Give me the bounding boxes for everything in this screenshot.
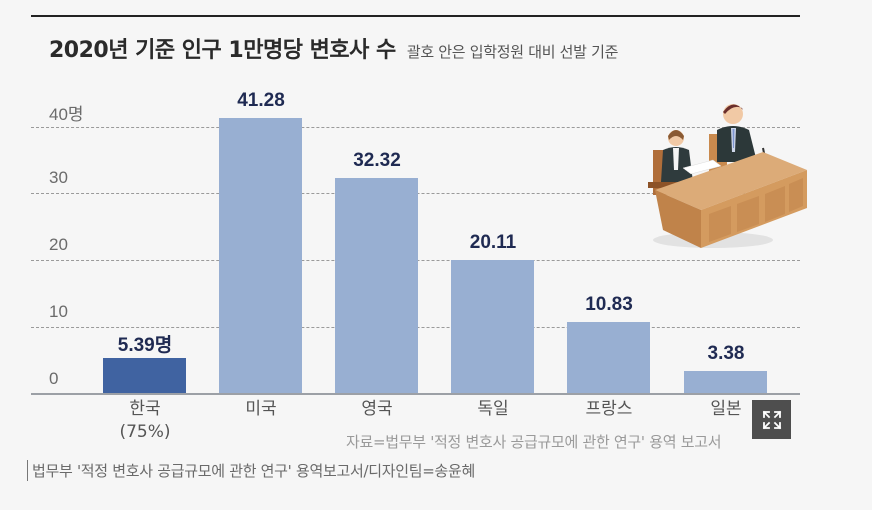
bar-value-label: 20.11	[469, 231, 517, 253]
x-category-label: 한국 (75%)	[85, 398, 205, 444]
chart-source: 자료=법무부 '적정 변호사 공급규모에 관한 연구' 용역 보고서	[346, 433, 722, 451]
expand-arrows-icon	[762, 410, 781, 429]
gridline-40	[31, 127, 800, 128]
category-name: 영국	[361, 399, 393, 419]
bar-value-label: 10.83	[585, 293, 633, 315]
y-tick-30: 30	[49, 168, 68, 187]
bar-value-label: 5.39명	[117, 335, 173, 357]
chart-subtitle: 괄호 안은 입학정원 대비 선발 기준	[406, 43, 619, 61]
x-category-label: 미국	[201, 398, 321, 421]
category-name: 독일	[477, 399, 509, 419]
x-category-label: 일본	[666, 398, 786, 421]
chart-header: 2020년 기준 인구 1만명당 변호사 수 괄호 안은 입학정원 대비 선발 …	[49, 32, 618, 64]
y-tick-10: 10	[49, 302, 68, 321]
chart-plot-area: 40명 30 20 10 0	[31, 0, 807, 510]
bar-2	[335, 178, 418, 394]
x-category-label: 영국	[317, 398, 437, 421]
y-tick-20: 20	[49, 235, 68, 254]
bar-5	[684, 371, 767, 394]
bar-0	[103, 358, 186, 394]
expand-button[interactable]	[752, 400, 791, 439]
bar-value-label: 41.28	[237, 90, 285, 112]
y-tick-40: 40명	[49, 105, 84, 124]
bar-value-label: 3.38	[707, 343, 745, 365]
category-name: 미국	[245, 399, 277, 419]
bar-3	[451, 259, 534, 394]
bar-4	[567, 321, 650, 394]
category-note: (75%)	[119, 422, 171, 442]
category-name: 프랑스	[585, 399, 633, 419]
x-category-label: 독일	[433, 398, 553, 421]
bar-1	[219, 118, 302, 394]
top-rule	[31, 15, 800, 17]
x-axis-baseline	[31, 393, 800, 395]
image-caption: 법무부 '적정 변호사 공급규모에 관한 연구' 용역보고서/디자인팀=송윤혜	[27, 460, 475, 481]
category-name: 일본	[710, 399, 742, 419]
y-tick-0: 0	[49, 369, 59, 388]
bar-value-label: 32.32	[353, 150, 401, 172]
category-name: 한국	[129, 399, 161, 419]
courtroom-illustration	[648, 104, 807, 248]
chart-title: 2020년 기준 인구 1만명당 변호사 수	[49, 38, 396, 63]
x-category-label: 프랑스	[549, 398, 669, 421]
